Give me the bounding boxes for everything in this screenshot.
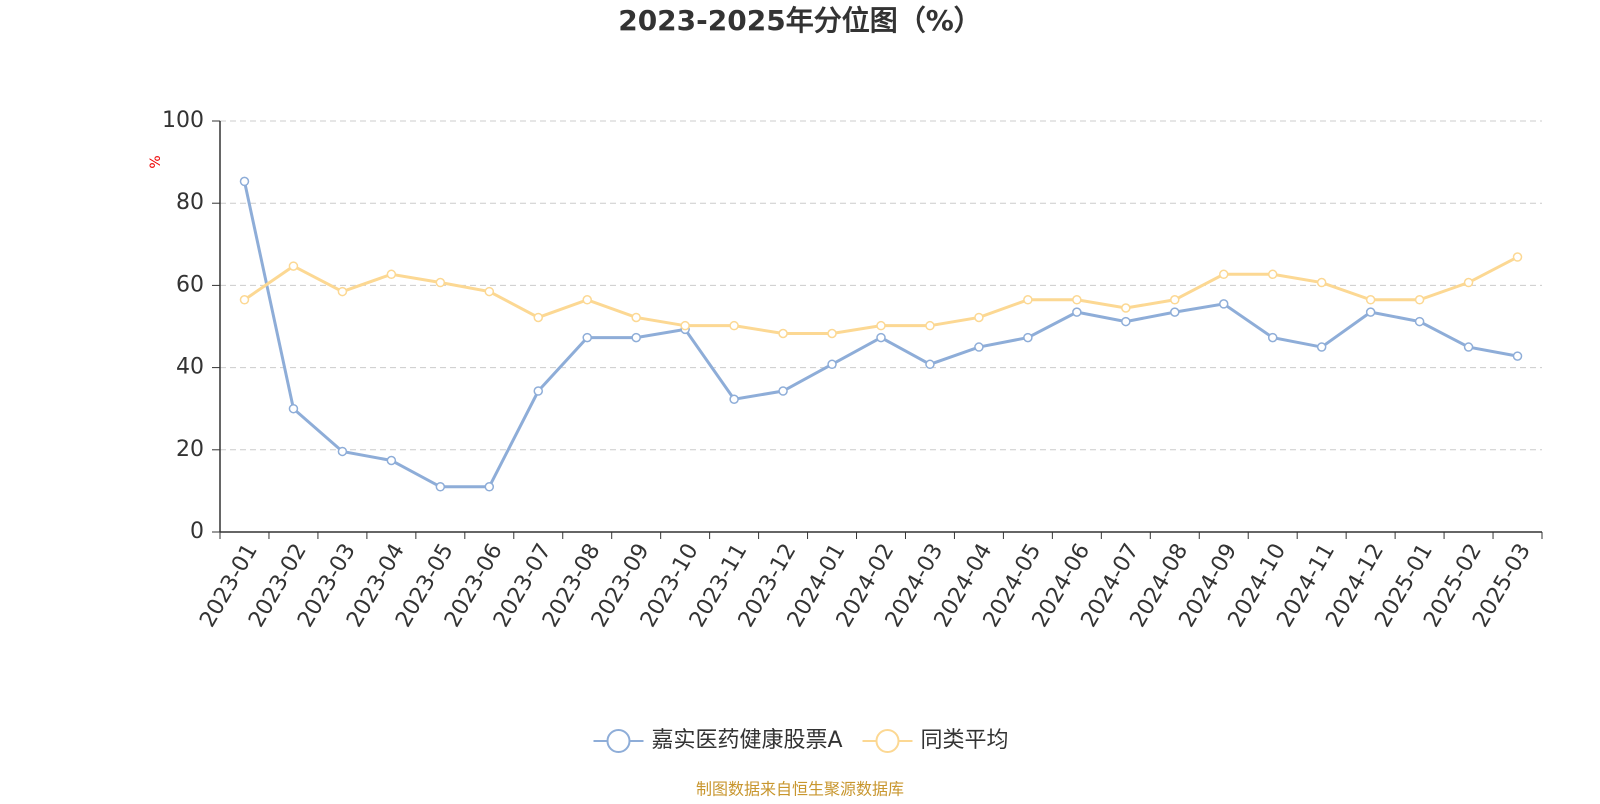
legend-symbol bbox=[606, 729, 631, 753]
y-tick-label: 40 bbox=[176, 355, 204, 380]
data-point bbox=[925, 320, 935, 331]
data-point bbox=[1023, 332, 1033, 343]
data-point bbox=[533, 312, 544, 323]
data-point bbox=[1267, 269, 1278, 280]
data-point bbox=[1463, 342, 1474, 352]
data-point bbox=[680, 320, 690, 331]
data-point bbox=[1121, 303, 1131, 313]
data-point bbox=[974, 342, 984, 352]
data-point bbox=[484, 286, 495, 297]
data-point bbox=[1316, 277, 1327, 288]
data-point bbox=[435, 482, 446, 492]
data-point bbox=[1512, 252, 1523, 262]
legend-item: 同类平均 bbox=[862, 728, 1009, 753]
y-tick-label: 60 bbox=[176, 272, 204, 297]
data-point bbox=[729, 320, 739, 331]
data-point bbox=[1170, 307, 1180, 317]
data-point bbox=[1170, 295, 1180, 305]
data-point bbox=[1316, 342, 1327, 352]
data-point bbox=[1414, 316, 1425, 327]
data-point bbox=[827, 359, 837, 370]
legend-label: 同类平均 bbox=[921, 728, 1009, 753]
data-point bbox=[1023, 295, 1033, 305]
data-point bbox=[827, 328, 837, 339]
data-point bbox=[876, 320, 886, 331]
data-point bbox=[239, 295, 250, 305]
data-point bbox=[288, 403, 299, 414]
data-point bbox=[337, 446, 348, 457]
data-point bbox=[386, 269, 397, 280]
data-point bbox=[925, 359, 935, 370]
data-point bbox=[631, 312, 641, 323]
y-tick-label: 20 bbox=[176, 437, 204, 462]
y-tick-label: 80 bbox=[176, 190, 204, 215]
chart-title: 2023-2025年分位图（%） bbox=[618, 4, 982, 37]
data-point bbox=[729, 394, 739, 404]
y-axis-label: % bbox=[148, 155, 164, 168]
data-point bbox=[631, 332, 641, 343]
data-point bbox=[1365, 295, 1376, 305]
data-point bbox=[239, 176, 250, 187]
data-point bbox=[1218, 299, 1229, 309]
legend-label: 嘉实医药健康股票A bbox=[652, 728, 843, 753]
data-point bbox=[582, 332, 592, 343]
data-point bbox=[1072, 307, 1082, 317]
data-point bbox=[386, 455, 397, 466]
data-point bbox=[1267, 332, 1278, 343]
data-point bbox=[337, 286, 348, 297]
data-point bbox=[1463, 277, 1474, 288]
y-tick-label: 0 bbox=[190, 519, 204, 544]
data-point bbox=[1072, 295, 1082, 305]
data-point bbox=[974, 312, 984, 323]
source: 制图数据来自恒生聚源数据库 bbox=[696, 780, 904, 799]
data-point bbox=[1512, 351, 1523, 361]
data-point bbox=[778, 328, 788, 339]
y-tick-label: 100 bbox=[162, 108, 204, 133]
data-point bbox=[582, 295, 592, 305]
data-point bbox=[778, 386, 788, 396]
data-point bbox=[484, 482, 495, 492]
data-point bbox=[1218, 269, 1229, 280]
data-point bbox=[1121, 316, 1131, 327]
data-point bbox=[533, 386, 544, 396]
data-point bbox=[288, 261, 299, 271]
data-point bbox=[1365, 307, 1376, 317]
data-point bbox=[1414, 295, 1425, 305]
data-point bbox=[876, 332, 886, 343]
legend-symbol bbox=[875, 729, 900, 753]
data-point bbox=[435, 277, 446, 288]
legend-item: 嘉实医药健康股票A bbox=[593, 728, 843, 753]
